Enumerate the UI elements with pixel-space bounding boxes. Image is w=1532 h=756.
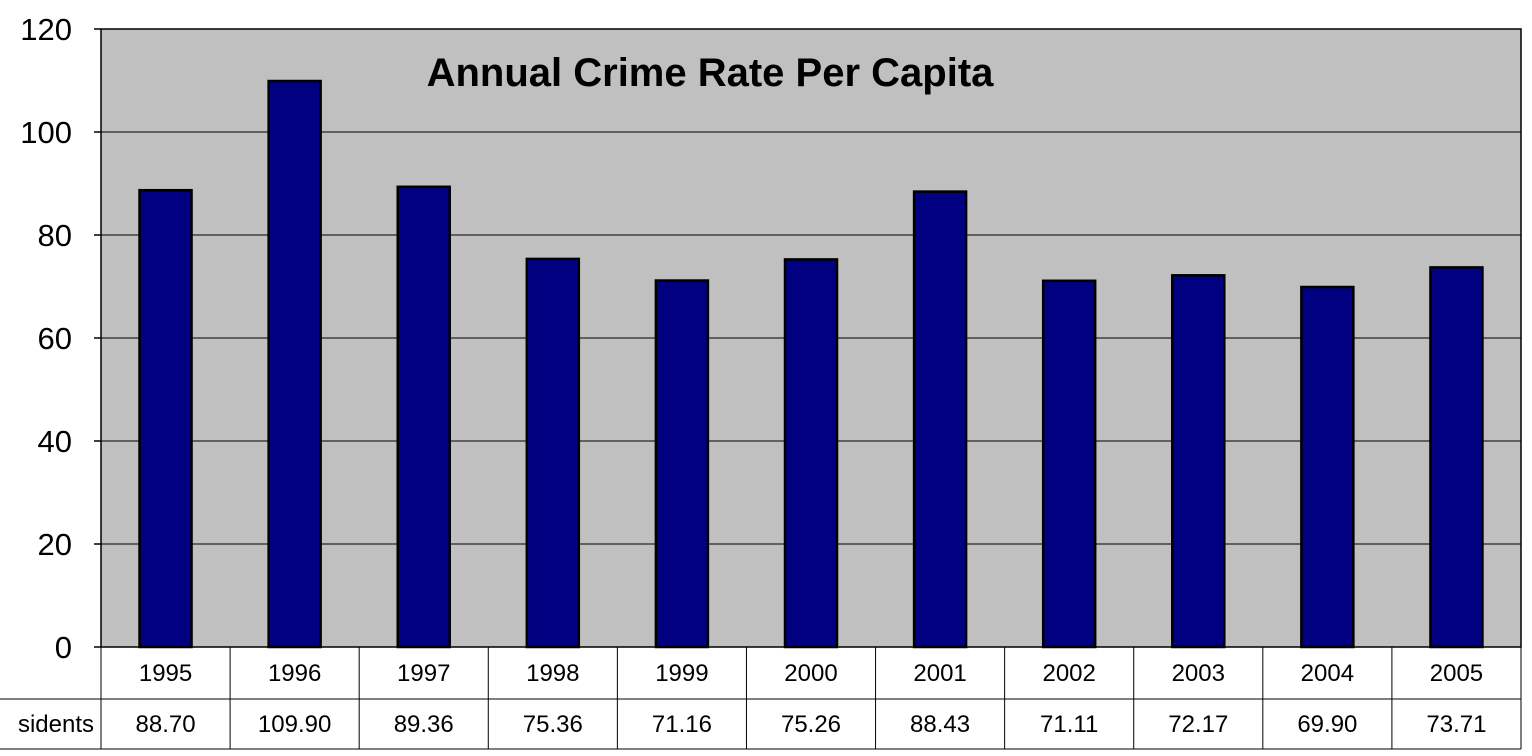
y-tick-label: 0 [55,630,72,665]
x-category-label: 1998 [526,660,579,687]
chart-title: Annual Crime Rate Per Capita [427,51,995,95]
x-category-label: 1996 [268,660,321,687]
x-category-label: 2005 [1430,660,1483,687]
bar [267,79,322,649]
data-value-label: 88.70 [136,711,196,738]
bar [1429,266,1484,649]
x-category-label: 2001 [913,660,966,687]
x-category-label: 2003 [1172,660,1225,687]
y-tick-label: 20 [38,527,72,562]
x-category-label: 2004 [1301,660,1354,687]
y-tick-label: 100 [20,115,72,150]
x-category-label: 1995 [139,660,192,687]
data-value-label: 73.71 [1426,711,1486,738]
x-category-label: 1997 [397,660,450,687]
data-value-label: 71.16 [652,711,712,738]
data-value-label: 75.26 [781,711,841,738]
data-value-label: 72.17 [1168,711,1228,738]
bar [1171,274,1226,649]
x-category-label: 1999 [655,660,708,687]
bar [1300,285,1355,649]
y-tick-label: 120 [20,12,72,47]
bar [1041,279,1097,649]
bar [912,190,968,649]
bar [138,188,193,649]
bar [654,279,710,649]
bars [138,79,1484,649]
data-table: 1995 88.70 1996 109.90 1997 89.36 1998 75.36 199… [0,647,1522,750]
data-value-label: 109.90 [258,711,331,738]
y-tick-label: 80 [38,218,72,253]
y-tick-label: 40 [38,424,72,459]
data-value-label: 89.36 [394,711,454,738]
y-tick-label: 60 [38,321,72,356]
y-axis: 0 20 40 60 80 100 120 [20,12,101,665]
x-category-label: 2002 [1042,660,1095,687]
data-value-label: 88.43 [910,711,970,738]
data-value-label: 71.11 [1040,711,1098,738]
x-category-label: 2000 [784,660,837,687]
data-value-label: 69.90 [1297,711,1357,738]
series-row-label: sidents [18,711,94,738]
data-value-label: 75.36 [523,711,583,738]
bar [525,257,581,649]
bar [783,258,839,649]
bar [396,185,451,649]
